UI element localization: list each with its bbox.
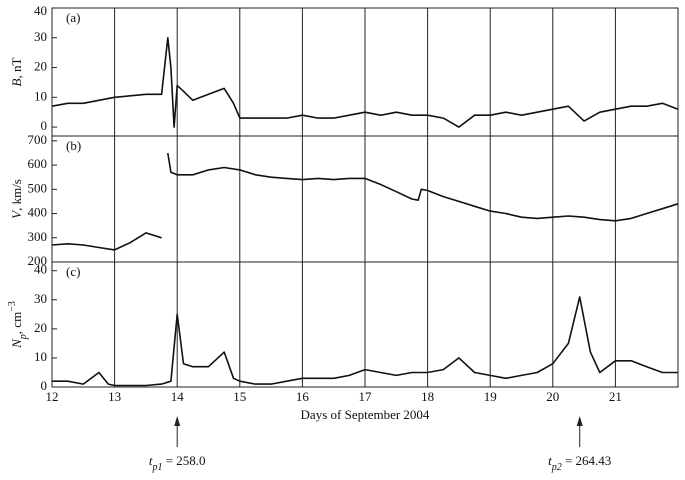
panel-label: (a)	[66, 10, 80, 25]
x-tick-label: 19	[484, 389, 497, 404]
x-tick-label: 20	[546, 389, 559, 404]
annotation-sub: p2	[551, 462, 562, 473]
y-axis-label-part: p	[18, 334, 29, 340]
y-tick-label: 400	[28, 205, 48, 220]
y-tick-label: 30	[34, 29, 47, 44]
y-tick-label: 0	[41, 378, 48, 393]
annotation: tp1 = 258.0	[149, 453, 206, 473]
y-tick-label: 500	[28, 180, 48, 195]
annotation-value: = 258.0	[162, 453, 205, 468]
data-line	[52, 296, 678, 387]
arrow-head	[174, 416, 181, 426]
x-tick-label: 15	[233, 389, 246, 404]
y-tick-label: 700	[28, 132, 48, 147]
annotation-value: = 264.43	[562, 453, 612, 468]
y-axis-label-part: N	[9, 338, 24, 349]
x-tick-label: 14	[171, 389, 185, 404]
y-tick-label: 30	[34, 291, 47, 306]
y-tick-label: 40	[34, 3, 47, 18]
y-axis-label-part: V	[9, 209, 24, 219]
x-axis-label: Days of September 2004	[301, 407, 430, 422]
y-axis-label-part: B	[9, 78, 24, 86]
x-tick-label: 17	[359, 389, 373, 404]
annotation-sub: p1	[151, 462, 162, 473]
y-tick-label: 20	[34, 320, 47, 335]
y-tick-label: 10	[34, 349, 47, 364]
y-axis-label: V, km/s	[9, 179, 24, 219]
y-axis-label-part: −3	[7, 301, 18, 312]
panel-label: (c)	[66, 264, 80, 279]
x-tick-label: 16	[296, 389, 310, 404]
y-tick-label: 200	[28, 253, 48, 268]
data-line	[51, 152, 679, 251]
annotation: tp2 = 264.43	[548, 453, 611, 473]
arrow-head	[576, 416, 583, 426]
y-axis-label-part: , nT	[9, 58, 24, 79]
y-tick-label: 0	[41, 118, 48, 133]
y-axis-label-part: , km/s	[9, 179, 24, 211]
x-tick-label: 12	[46, 389, 59, 404]
data-line	[51, 37, 679, 128]
panel-label: (b)	[66, 138, 81, 153]
y-tick-label: 40	[34, 262, 47, 277]
y-axis-label-part: , cm	[9, 312, 24, 334]
x-tick-label: 21	[609, 389, 622, 404]
y-axis-label: B, nT	[9, 58, 24, 87]
x-tick-label: 18	[421, 389, 434, 404]
y-axis-label: Np, cm−3	[7, 301, 29, 349]
y-tick-label: 300	[28, 229, 48, 244]
y-tick-label: 10	[34, 88, 47, 103]
annotation-symbol: t	[548, 453, 552, 468]
annotation-symbol: t	[149, 453, 153, 468]
y-tick-label: 20	[34, 59, 47, 74]
x-tick-label: 13	[108, 389, 121, 404]
y-tick-label: 600	[28, 156, 48, 171]
